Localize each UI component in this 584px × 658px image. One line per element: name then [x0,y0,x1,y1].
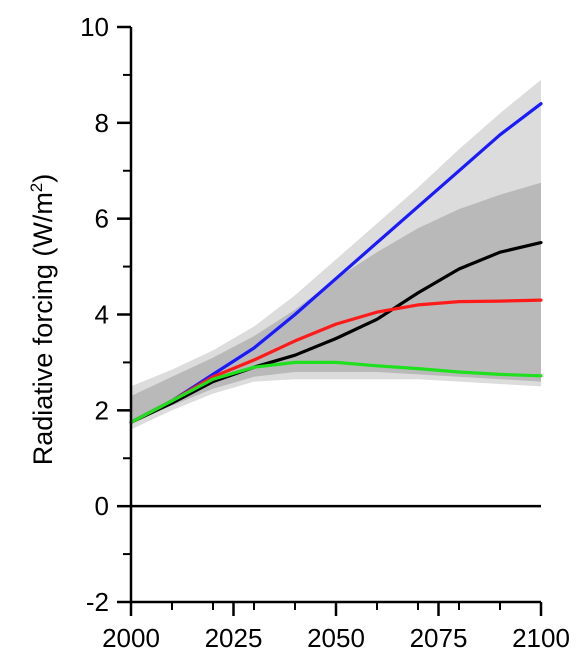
uncertainty-bands [131,79,541,430]
y-tick-label: 0 [95,491,109,521]
y-tick-label: 10 [80,12,109,42]
y-tick-label: 8 [95,108,109,138]
y-tick-label: 2 [95,395,109,425]
y-tick-label: -2 [86,587,109,617]
y-axis-title: Radiative forcing (W/m2) [27,174,58,466]
x-tick-label: 2000 [102,623,160,653]
y-axis-title-end: ) [28,174,58,183]
axes: -2 0 2 4 6 8 10 2000 2025 2050 2075 2100 [80,12,570,653]
series-line-2 [129,241,543,424]
x-tick-label: 2050 [307,623,365,653]
y-tick-label: 4 [95,300,109,330]
y-axis-title-superscript: 2 [27,183,46,192]
y-tick-label: 6 [95,204,109,234]
x-tick-label: 2100 [512,623,570,653]
x-tick-label: 2075 [410,623,468,653]
series-lines [129,102,543,424]
series-line-4 [129,360,543,424]
x-tick-label: 2025 [205,623,263,653]
y-axis-title-main: Radiative forcing (W/m [28,192,58,465]
